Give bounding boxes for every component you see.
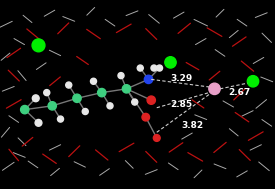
Circle shape [118,73,124,79]
Circle shape [132,99,138,105]
Circle shape [32,39,45,52]
Circle shape [142,113,150,121]
Circle shape [66,82,72,88]
Circle shape [247,76,259,87]
Circle shape [144,75,153,84]
Circle shape [90,78,97,84]
Circle shape [137,65,143,71]
Circle shape [147,96,155,104]
Circle shape [165,57,176,68]
Circle shape [122,85,131,93]
Text: 2.85: 2.85 [170,100,192,109]
Text: 3.82: 3.82 [182,121,204,130]
Circle shape [98,88,106,97]
Circle shape [73,94,81,102]
Circle shape [57,116,64,122]
Circle shape [32,95,39,102]
Text: 2.67: 2.67 [228,88,250,97]
Circle shape [156,65,163,71]
Circle shape [48,102,56,110]
Text: 3.29: 3.29 [170,74,192,83]
Circle shape [21,105,29,114]
Circle shape [151,65,157,71]
Circle shape [82,108,88,115]
Circle shape [209,83,220,94]
Circle shape [153,135,160,141]
Circle shape [44,90,50,96]
Circle shape [107,103,113,109]
Circle shape [35,119,42,126]
